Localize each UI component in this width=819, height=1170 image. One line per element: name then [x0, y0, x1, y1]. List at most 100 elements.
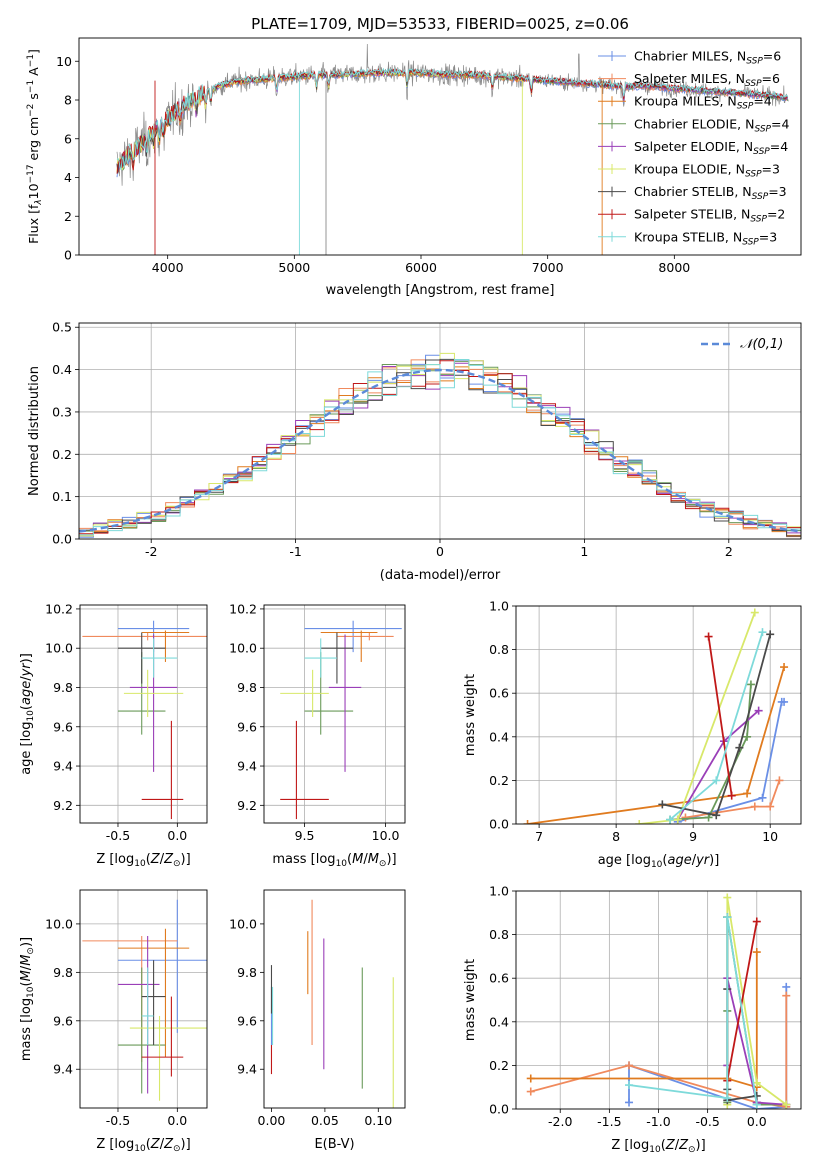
weight-point-marker [743, 789, 752, 798]
label-part: SSP [745, 79, 762, 89]
label-part: ⊙ [26, 947, 36, 955]
weight_vs_Z-lines [526, 893, 791, 1109]
label-part: M [368, 852, 379, 867]
label-part: Chabrier ELODIE, N [634, 116, 754, 131]
normal-curve-line [79, 368, 801, 533]
x-tick-label: -2.0 [548, 1114, 572, 1129]
label-part: 10 [651, 860, 663, 870]
weight-point-marker [625, 1081, 634, 1090]
y-tick-label: 9.6 [237, 719, 257, 734]
label-part: )] [696, 1138, 706, 1153]
y-tick-label: 9.2 [237, 798, 257, 813]
x-tick-label: -0.5 [106, 828, 130, 843]
x-tick-label: 0.10 [364, 1113, 392, 1128]
y-tick-label: 10.0 [45, 641, 73, 656]
label-part: M [19, 955, 34, 966]
y-tick-label: 0.4 [52, 362, 72, 377]
y-tick-label: 0.5 [52, 320, 72, 335]
label-part: 10 [26, 183, 41, 199]
x-tick-label: 0.0 [167, 828, 187, 843]
mass-vs-Z-ylabel: mass [log10(M/M⊙)] [19, 937, 36, 1061]
y-tick-label: 0.2 [489, 1058, 509, 1073]
label-part: Z [150, 852, 161, 867]
weight-point-marker [766, 630, 775, 639]
label-part: SSP [742, 237, 759, 247]
weight-point-marker [712, 776, 721, 785]
label-part: )] [181, 1137, 191, 1152]
legend-label: Chabrier MILES, NSSP=6 [634, 49, 781, 67]
label-part: Z [log [96, 852, 134, 867]
label-part: SSP [750, 215, 767, 225]
weight-point-marker [752, 948, 761, 957]
axis-xlabel: mass [log10(M/M⊙)] [272, 852, 396, 869]
x-tick-label: 0 [436, 544, 444, 559]
label-part: Z [log [611, 1138, 649, 1153]
weight-point-marker [780, 697, 789, 706]
label-part: / [160, 852, 165, 867]
label-part: =4 [771, 116, 789, 131]
x-tick-label: -1.5 [597, 1114, 621, 1129]
label-part: age [667, 853, 691, 868]
y-tick-label: 10.2 [229, 601, 257, 616]
label-part: ( [146, 1137, 151, 1152]
y-tick-label: 9.2 [53, 798, 73, 813]
age_vs_mass-points [280, 620, 402, 820]
weight-point-marker [704, 632, 713, 641]
label-part: Chabrier STELIB, N [634, 184, 752, 199]
label-part: =3 [762, 162, 780, 177]
mass_vs_Z-points [82, 899, 207, 1101]
label-part: SSP [746, 57, 763, 67]
x-tick-label: -0.5 [695, 1114, 719, 1129]
weight-point-marker [743, 732, 752, 741]
spectrum-xlabel: wavelength [Angstrom, rest frame] [326, 283, 555, 298]
label-part: age [log [598, 853, 651, 868]
legend-label: Chabrier ELODIE, NSSP=4 [634, 116, 789, 134]
spectrum-ylabel: Flux [fλ10−17 erg cm−2 s−1 A−1] [26, 49, 44, 244]
spectrum-plot [116, 43, 789, 255]
y-tick-label: 10.0 [229, 916, 257, 931]
x-tick-label: 0.0 [747, 1114, 767, 1129]
x-tick-label: 1 [580, 544, 588, 559]
label-part: mass [log [272, 852, 335, 867]
weight-point-marker [635, 820, 644, 824]
weight-point-marker [758, 628, 767, 637]
model-spectrum-line [116, 69, 601, 169]
weight-point-marker [723, 893, 732, 902]
x-tick-label: 10.0 [372, 828, 400, 843]
weight-point-marker [754, 706, 763, 715]
label-part: SSP [745, 170, 762, 180]
y-tick-label: 0.4 [489, 1014, 509, 1029]
label-part: =2 [767, 207, 785, 222]
label-part: −2 [26, 104, 36, 117]
y-tick-label: 0 [64, 248, 72, 263]
y-tick-label: 8 [64, 93, 72, 108]
age_vs_mass-frame [263, 604, 406, 824]
age_vs_Z-points [82, 620, 207, 820]
x-tick-label: 0.00 [258, 1113, 286, 1128]
y-tick-label: 0.2 [52, 447, 72, 462]
weight-point-marker [666, 815, 675, 824]
weight-series-line [639, 612, 756, 824]
weight-point-marker [712, 811, 721, 820]
label-part: SSP [752, 192, 769, 202]
y-tick-label: 1.0 [489, 884, 509, 899]
label-part: 10 [26, 986, 36, 998]
label-part: =3 [768, 184, 786, 199]
legend-label: Kroupa STELIB, NSSP=3 [634, 229, 777, 247]
weight-point-marker [766, 802, 775, 811]
age_vs_mass-axes: 9.5 10.0 9.2 9.4 9.6 9.8 10.0 10.2 [229, 601, 405, 843]
label-part: )] [709, 853, 719, 868]
y-tick-label: 0.0 [489, 1102, 509, 1117]
y-tick-label: 6 [64, 131, 72, 146]
residuals-xlabel: (data-model)/error [380, 568, 501, 583]
axis-xlabel: age [log10(age/yr)] [598, 853, 720, 870]
label-part: Z [163, 852, 174, 867]
y-tick-label: 2 [64, 209, 72, 224]
label-part: =4 [770, 139, 788, 154]
label-part: ( [661, 1138, 666, 1153]
weight-point-marker [752, 1100, 761, 1109]
label-part: age [19, 681, 34, 705]
label-part: yr [695, 853, 711, 868]
label-part: ( [146, 852, 151, 867]
label-part: ⊙ [173, 1144, 181, 1154]
